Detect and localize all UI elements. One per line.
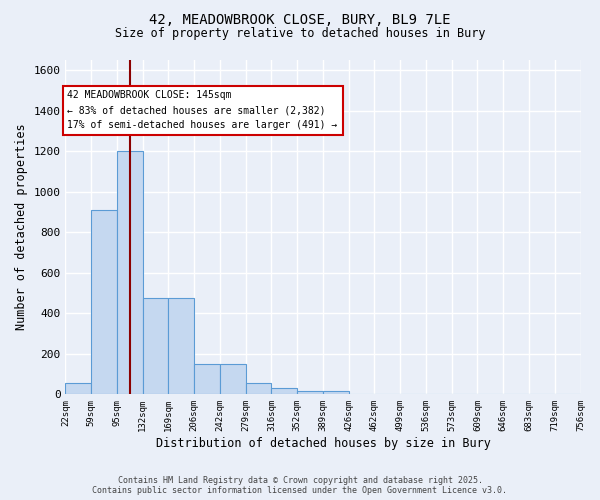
Text: Size of property relative to detached houses in Bury: Size of property relative to detached ho… (115, 28, 485, 40)
Bar (65, 383, 91, 394)
Bar (91, 210, 117, 394)
Bar (194, 364, 220, 394)
Bar (117, 151, 143, 394)
Text: Contains HM Land Registry data © Crown copyright and database right 2025.
Contai: Contains HM Land Registry data © Crown c… (92, 476, 508, 495)
Bar (169, 298, 194, 394)
Bar (245, 383, 271, 394)
Bar (323, 392, 349, 394)
Bar (297, 392, 323, 394)
Bar (271, 388, 297, 394)
Text: 42 MEADOWBROOK CLOSE: 145sqm
← 83% of detached houses are smaller (2,382)
17% of: 42 MEADOWBROOK CLOSE: 145sqm ← 83% of de… (67, 90, 338, 130)
Y-axis label: Number of detached properties: Number of detached properties (15, 124, 28, 330)
Bar (220, 364, 245, 394)
X-axis label: Distribution of detached houses by size in Bury: Distribution of detached houses by size … (155, 437, 490, 450)
Bar (143, 298, 169, 394)
Text: 42, MEADOWBROOK CLOSE, BURY, BL9 7LE: 42, MEADOWBROOK CLOSE, BURY, BL9 7LE (149, 12, 451, 26)
